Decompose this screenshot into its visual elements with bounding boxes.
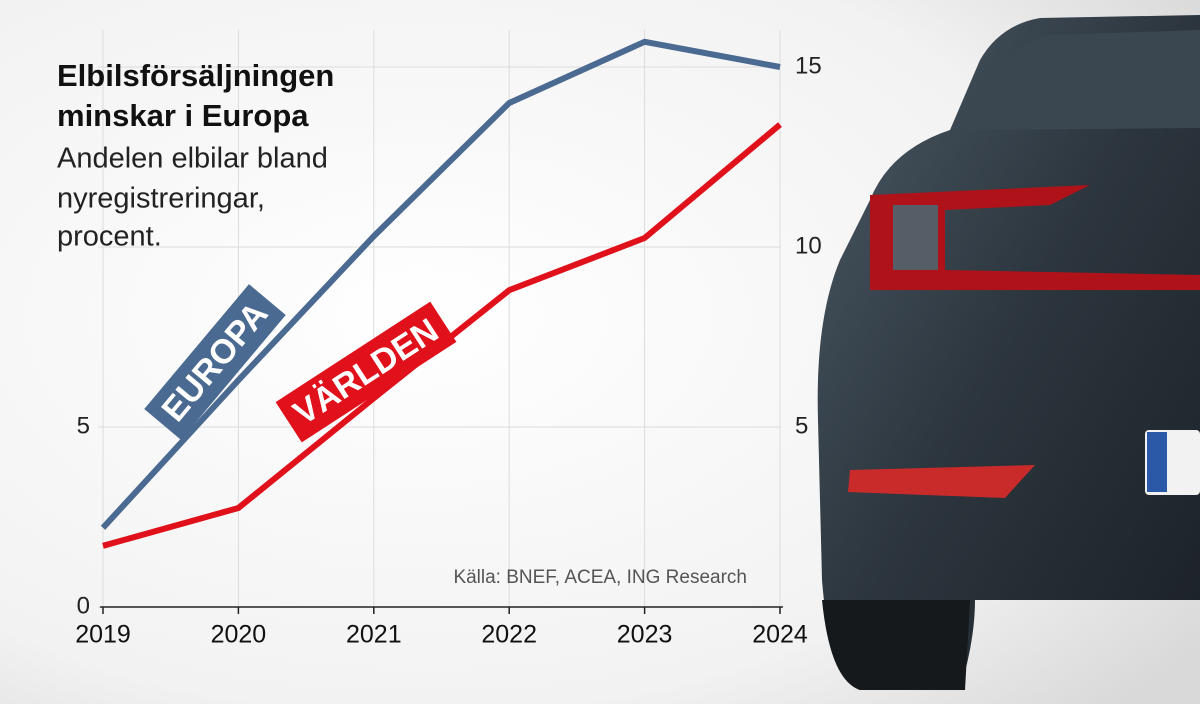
- car-photo: [817, 15, 1200, 690]
- x-tick-label: 2022: [481, 621, 537, 649]
- y-tick-label: 5: [795, 412, 808, 439]
- label-box: [275, 301, 457, 443]
- chart-title: minskar i Europa: [57, 98, 309, 133]
- chart-subtitle: procent.: [57, 221, 162, 253]
- source-note: Källa: BNEF, ACEA, ING Research: [453, 567, 747, 588]
- x-tick-label: 2021: [346, 621, 402, 649]
- series-line: [100, 38, 781, 530]
- label-box: [144, 284, 286, 440]
- x-tick-label: 2023: [617, 621, 673, 649]
- y-tick-label: 0: [77, 592, 90, 619]
- chart-subtitle: nyregistreringar,: [57, 183, 265, 215]
- x-tick-label: 2019: [75, 621, 131, 649]
- x-tick-label: 2024: [752, 621, 808, 649]
- y-tick-label: 10: [795, 232, 822, 259]
- y-tick-label: 5: [77, 412, 90, 439]
- x-tick-label: 2020: [211, 621, 267, 649]
- chart-title: Elbilsförsäljningen: [57, 58, 334, 93]
- y-tick-label: 15: [795, 52, 822, 79]
- chart-subtitle: Andelen elbilar bland: [57, 143, 328, 175]
